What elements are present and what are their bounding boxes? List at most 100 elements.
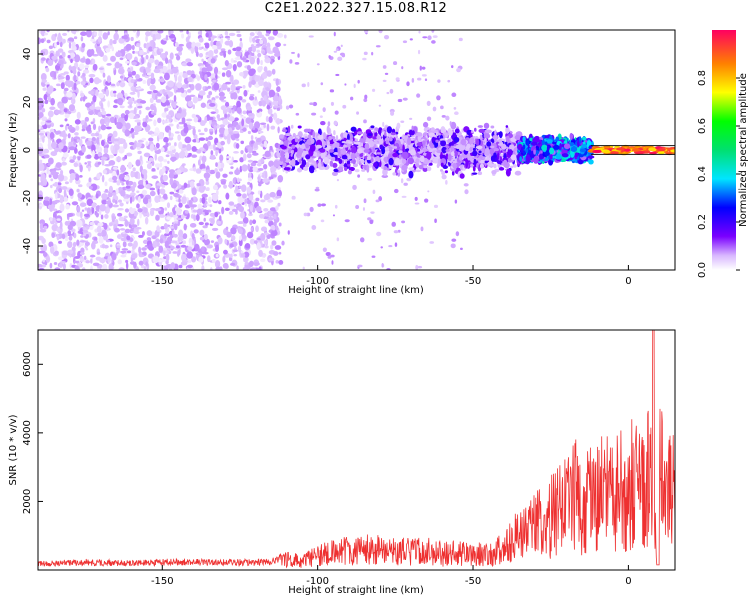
spectrogram-cell <box>198 52 204 58</box>
spectrogram-cell <box>367 132 373 137</box>
spectrogram-cell <box>210 267 213 270</box>
spectrogram-cell <box>207 85 212 89</box>
spectrogram-cell <box>178 202 183 208</box>
spectrogram-cell <box>198 137 206 141</box>
spectrogram-cell <box>170 156 177 162</box>
spectrogram-cell <box>114 117 117 126</box>
spectrogram-cell <box>92 262 100 267</box>
spectrogram-cell <box>62 32 68 36</box>
spectrogram-cell <box>186 70 193 76</box>
spectrogram-cell <box>441 174 447 180</box>
spectrogram-cell <box>166 105 172 109</box>
spectrogram-cell <box>254 96 258 101</box>
spectrogram-cell <box>246 153 252 159</box>
spectrogram-cell <box>42 136 45 143</box>
spectrogram-cell <box>108 185 113 194</box>
spectrogram-cell <box>98 30 103 36</box>
spectrogram-cell <box>59 262 63 268</box>
spectrogram-cell <box>203 217 206 222</box>
spectrogram-cell <box>275 78 279 86</box>
spectrogram-cell <box>164 240 169 249</box>
spectrogram-cell <box>173 94 177 103</box>
spectrogram-cell <box>153 119 157 127</box>
spectrogram-cell <box>70 30 77 34</box>
spectrogram-cell <box>70 100 74 104</box>
spectrogram-cell <box>255 197 260 202</box>
spectrogram-cell <box>195 83 202 91</box>
spectrogram-cell <box>46 166 49 174</box>
spectrogram-cell <box>38 159 43 163</box>
spectrogram-cell <box>47 157 54 165</box>
spectrogram-cell <box>253 142 258 149</box>
spectrogram-cell <box>145 54 149 60</box>
spectrogram-cell <box>162 88 166 94</box>
spectrogram-cell <box>42 259 46 263</box>
spectrogram-cell <box>68 146 76 151</box>
spectrogram-cell <box>145 160 152 164</box>
spectrogram-cell <box>137 208 143 213</box>
spectrogram-cell <box>85 140 92 146</box>
spectrogram-cell <box>331 146 334 150</box>
spectrogram-cell <box>280 150 285 158</box>
spectrogram-cell <box>54 130 60 135</box>
spectrogram-cell <box>398 154 402 160</box>
spectrogram-cell <box>108 222 113 227</box>
spectrogram-cell <box>165 94 169 100</box>
spectrogram-cell <box>222 255 226 263</box>
spectrogram-cell <box>181 109 187 118</box>
spectrogram-cell <box>308 165 315 174</box>
spectrogram-cell <box>198 256 204 263</box>
spectrogram-cell <box>248 81 252 88</box>
spectrogram-cell <box>118 216 125 222</box>
spectrogram-cell <box>359 153 364 158</box>
spectrogram-cell <box>209 204 213 208</box>
spectrogram-cell <box>191 146 197 152</box>
spectrogram-cell <box>209 102 216 107</box>
spectrogram-cell <box>211 227 219 231</box>
spectrogram-cell <box>175 112 183 119</box>
spectrogram-cell <box>285 152 290 160</box>
spectrogram-cell <box>40 173 46 182</box>
spectrogram-cell <box>262 50 265 55</box>
spectrogram-cell <box>143 213 147 217</box>
spectrogram-cell <box>249 219 253 226</box>
spectrogram-cell <box>236 177 240 183</box>
spectrogram-cell <box>50 170 57 176</box>
spectrogram-cell <box>243 70 249 77</box>
spectrogram-cell <box>81 42 86 49</box>
spectrogram-cell <box>264 219 270 224</box>
spectrogram-cell <box>153 106 157 114</box>
spectrogram-cell <box>230 84 236 92</box>
spectrogram-cell <box>276 86 281 93</box>
spectrogram-cell <box>169 212 174 218</box>
spectrogram-cell <box>169 195 173 201</box>
spectrogram-cell <box>236 100 242 109</box>
spectrogram-cell <box>275 259 279 264</box>
spectrogram-cell <box>341 154 348 160</box>
spectrogram-cell <box>297 125 302 129</box>
spectrogram-cell <box>126 152 133 157</box>
spectrogram-cell <box>483 122 490 129</box>
spectrogram-cell <box>305 144 310 149</box>
spectrogram-cell <box>54 250 59 255</box>
spectrogram-cell <box>478 154 484 159</box>
spectrogram-cell <box>265 115 269 122</box>
spectrogram-cell <box>193 229 199 234</box>
spectrogram-cell <box>54 192 58 200</box>
spectrogram-cell <box>128 73 132 77</box>
spectrogram-cell <box>116 180 121 186</box>
spectrogram-cell <box>54 109 62 114</box>
spectrogram-cell <box>228 116 235 122</box>
spectrogram-cell <box>222 118 229 126</box>
spectrogram-cell <box>249 93 255 97</box>
spectrogram-cell <box>177 135 181 141</box>
spectrogram-cell <box>141 57 145 65</box>
spectrogram-cell <box>136 146 141 150</box>
spectrogram-cell <box>215 73 218 80</box>
spectrogram-cell <box>114 147 118 155</box>
spectrogram-cell <box>257 90 261 93</box>
spectrogram-cell <box>505 126 510 134</box>
spectrogram-cell <box>454 150 459 157</box>
spectrogram-cell <box>96 225 102 233</box>
spectrogram-cell <box>475 145 483 150</box>
